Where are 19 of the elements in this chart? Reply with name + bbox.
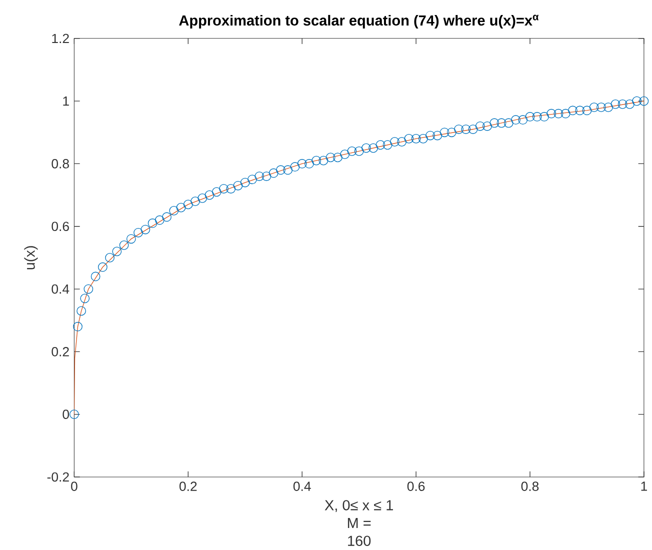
x-tick-label: 1 <box>641 481 647 491</box>
x-axis-title: X, 0≤ x ≤ 1 <box>324 500 393 512</box>
x-tick-label: 0.6 <box>407 481 425 491</box>
y-tick-label: -0.2 <box>47 472 69 482</box>
text: 160 <box>348 536 371 546</box>
y-tick-label: 0 <box>62 409 70 419</box>
x-tick-label: 0.4 <box>293 481 311 491</box>
y-tick-label: 0.4 <box>52 284 70 294</box>
x-tick-label: 0.2 <box>179 481 197 491</box>
y-tick-label: 0.6 <box>52 222 69 231</box>
y-axis-title: u(x) <box>24 246 38 270</box>
chart-title: Approximation to scalar equation (74) where u(x)=x$^{α}$ <box>179 14 539 28</box>
x-tick-label: 0 <box>71 481 78 491</box>
y-tick-label: 0.2 <box>52 346 69 356</box>
text: M = <box>348 518 371 528</box>
x-tick-label: 0.8 <box>521 481 539 491</box>
y-tick-label: 1 <box>63 96 69 106</box>
y-tick-label: 1.2 <box>52 34 69 43</box>
y-tick-label: 0.8 <box>52 158 69 168</box>
